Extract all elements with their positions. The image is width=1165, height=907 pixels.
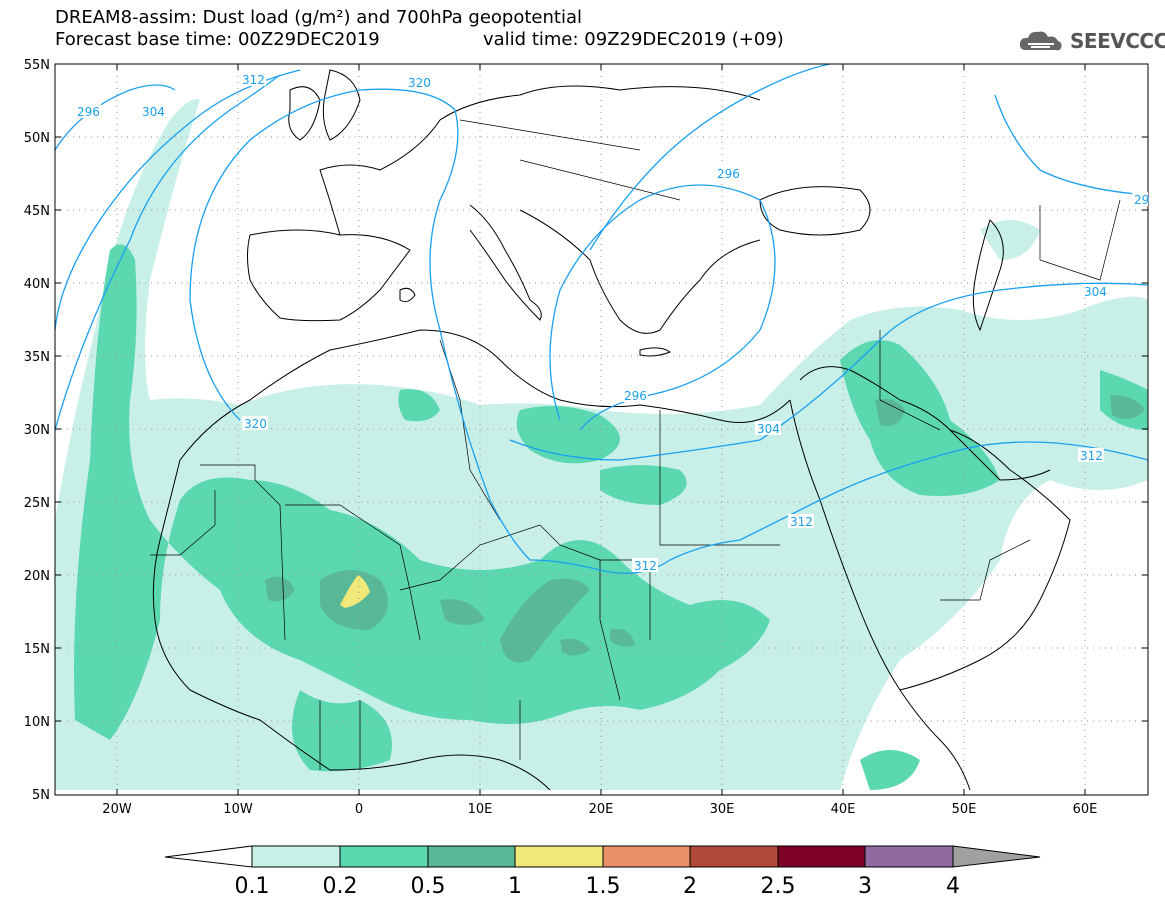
contour-label: 29	[1134, 193, 1149, 207]
valid-time: valid time: 09Z29DEC2019 (+09)	[483, 29, 784, 50]
logo-text: SEEVCCC	[1070, 29, 1165, 53]
lat-label: 25N	[24, 496, 50, 511]
colorbar-label: 2.5	[761, 874, 796, 899]
colorbar-label: 0.1	[235, 874, 270, 899]
lat-label: 50N	[24, 131, 50, 146]
colorbar-bin-0.2	[339, 845, 429, 868]
colorbar-bin-0.1	[251, 845, 341, 868]
lon-label: 10W	[223, 802, 253, 817]
geopotential-contours	[55, 64, 1148, 574]
longitude-axis: 20W 10W 0 10E 20E 30E 40E 50E 60E	[102, 802, 1097, 817]
lon-label: 20E	[589, 802, 614, 817]
colorbar-bin-0.5	[427, 845, 516, 868]
coastlines	[152, 69, 1071, 791]
forecast-base-time: Forecast base time: 00Z29DEC2019	[55, 29, 380, 50]
contour-label: 312	[790, 515, 813, 529]
lat-label: 40N	[24, 277, 50, 292]
contour-label: 296	[717, 167, 740, 181]
colorbar-bin-3	[864, 845, 954, 868]
dust-band-1.0	[340, 575, 370, 608]
lat-label: 45N	[24, 204, 50, 219]
lon-label: 30E	[710, 802, 735, 817]
contour-labels: 296 304 312 320 296 296 304 312 312 304 …	[75, 72, 1149, 573]
colorbar-high-arrow	[952, 845, 1041, 868]
lat-label: 35N	[24, 350, 50, 365]
lon-label: 60E	[1073, 802, 1098, 817]
contour-label: 304	[142, 105, 165, 119]
colorbar: 0.1 0.2 0.5 1 1.5 2 2.5 3 4	[164, 845, 1041, 899]
gridlines	[55, 64, 1148, 795]
lon-label: 40E	[831, 802, 856, 817]
colorbar-label: 4	[946, 874, 960, 899]
lat-label: 10N	[24, 715, 50, 730]
colorbar-label: 0.5	[411, 874, 446, 899]
colorbar-bin-2	[689, 845, 779, 868]
lat-label: 20N	[24, 569, 50, 584]
contour-label: 304	[1084, 285, 1107, 299]
lon-label: 10E	[468, 802, 493, 817]
colorbar-bin-1.5	[602, 845, 691, 868]
colorbar-label: 1	[508, 874, 522, 899]
colorbar-label: 3	[858, 874, 872, 899]
contour-label: 296	[624, 389, 647, 403]
contour-label: 312	[242, 73, 265, 87]
contour-label: 312	[634, 559, 657, 573]
lat-label: 5N	[32, 788, 50, 803]
colorbar-bin-2.5	[777, 845, 866, 868]
contour-label: 304	[757, 422, 780, 436]
colorbar-low-arrow	[164, 845, 253, 868]
lon-label: 20W	[102, 802, 132, 817]
contour-label: 320	[408, 76, 431, 90]
colorbar-label: 2	[683, 874, 697, 899]
latitude-axis: 55N 50N 45N 40N 35N 30N 25N 20N 15N 10N …	[24, 58, 50, 803]
lat-label: 30N	[24, 423, 50, 438]
contour-label: 296	[77, 105, 100, 119]
colorbar-label: 1.5	[586, 874, 621, 899]
lat-label: 55N	[24, 58, 50, 73]
map-title: DREAM8-assim: Dust load (g/m²) and 700hP…	[55, 7, 582, 28]
colorbar-bin-1	[514, 845, 604, 868]
cloud-icon	[1019, 31, 1062, 51]
country-borders	[150, 119, 1121, 770]
lon-label: 50E	[952, 802, 977, 817]
contour-label: 320	[244, 417, 267, 431]
seevccc-logo: SEEVCCC	[1018, 26, 1165, 56]
lat-ticks	[55, 64, 1148, 795]
lat-label: 15N	[24, 642, 50, 657]
contour-label: 312	[1080, 449, 1103, 463]
colorbar-label: 0.2	[323, 874, 358, 899]
dust-band-0.5	[265, 395, 1145, 663]
lon-label: 0	[355, 802, 363, 817]
